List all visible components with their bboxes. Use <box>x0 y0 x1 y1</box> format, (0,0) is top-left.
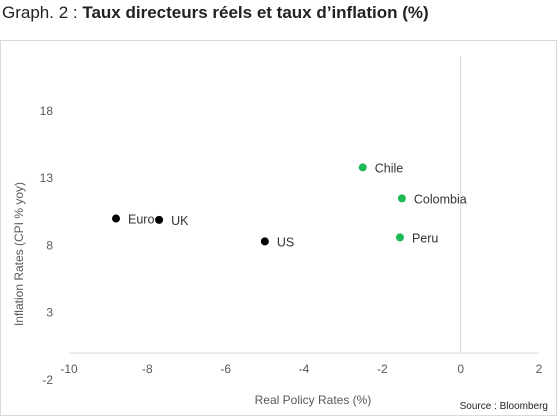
source-note: Source : Bloomberg <box>460 401 548 412</box>
data-point-chile <box>358 163 367 172</box>
x-axis-title: Real Policy Rates (%) <box>255 393 372 407</box>
graph-number: Graph. 2 : <box>2 3 83 22</box>
y-axis-title: Inflation Rates (CPI % yoy) <box>12 182 26 326</box>
y-tick-label: 8 <box>46 238 53 252</box>
x-axis-ticks: -10 -8 -6 -4 -2 0 2 <box>60 362 542 376</box>
x-tick-label: -8 <box>142 362 153 376</box>
point-label-colombia: Colombia <box>414 192 467 206</box>
chart-title: Graph. 2 : Taux directeurs réels et taux… <box>2 3 429 23</box>
data-point-colombia <box>397 194 406 203</box>
x-tick-label: -2 <box>377 362 388 376</box>
point-label-uk: UK <box>171 214 189 228</box>
data-point-us <box>260 237 269 246</box>
data-point-euro <box>112 214 120 223</box>
y-tick-label: 3 <box>46 306 53 320</box>
x-tick-label: 0 <box>457 362 464 376</box>
x-tick-label: -6 <box>220 362 231 376</box>
x-tick-label: 2 <box>536 362 543 376</box>
point-label-chile: Chile <box>375 161 404 175</box>
x-tick-label: -4 <box>299 362 310 376</box>
data-point-peru <box>395 233 404 242</box>
x-tick-label: -10 <box>60 362 78 376</box>
chart-frame <box>0 40 557 416</box>
y-tick-label: 13 <box>40 171 54 185</box>
point-label-euro: Euro <box>128 213 154 227</box>
point-label-us: US <box>277 235 294 249</box>
y-axis-ticks: -2 3 8 13 18 <box>40 104 54 387</box>
y-tick-label: 18 <box>40 104 54 118</box>
data-point-uk <box>155 215 164 224</box>
y-tick-label: -2 <box>42 373 53 387</box>
data-points: Euro UK US Chile Colombia Peru <box>112 161 467 249</box>
graph-title: Taux directeurs réels et taux d’inflatio… <box>82 3 429 22</box>
point-label-peru: Peru <box>412 231 438 245</box>
